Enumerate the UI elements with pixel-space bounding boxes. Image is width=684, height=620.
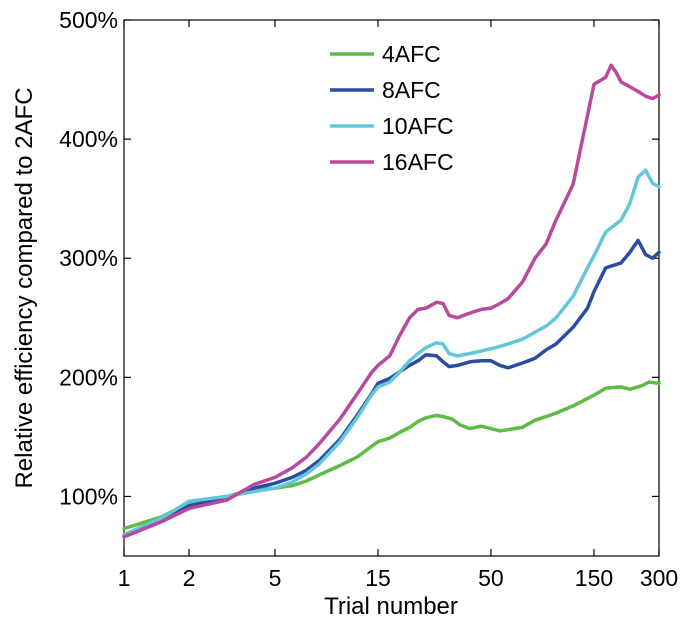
series-line-10afc [122,168,661,537]
y-tick-label: 500% [59,7,118,33]
x-tick-label: 5 [269,565,282,591]
legend: 4AFC 8AFC 10AFC 16AFC [330,41,454,175]
series-line-8afc [122,238,661,538]
y-tick-label: 300% [59,245,118,271]
x-axis-title: Trial number [324,593,458,620]
series-line-16afc [122,63,661,539]
y-tick-label: 200% [59,364,118,390]
series-lines [122,63,661,539]
series-line-4afc [122,380,661,531]
x-tick-label: 2 [183,565,196,591]
y-tick-label: 100% [59,483,118,509]
legend-label-10afc: 10AFC [382,113,454,139]
x-tick-label: 150 [575,565,613,591]
y-axis: 100% 200% 300% 400% 500% [59,7,659,509]
x-tick-label: 15 [365,565,391,591]
legend-label-16afc: 16AFC [382,149,454,175]
x-tick-label: 50 [478,565,504,591]
x-tick-label: 300 [640,565,678,591]
y-tick-label: 400% [59,126,118,152]
y-axis-title: Relative efficiency compared to 2AFC [11,87,38,488]
legend-label-8afc: 8AFC [382,77,441,103]
plot-area [123,19,660,557]
x-tick-label: 1 [118,565,131,591]
x-axis: 1 2 5 15 50 150 300 [118,20,678,591]
legend-label-4afc: 4AFC [382,41,441,67]
